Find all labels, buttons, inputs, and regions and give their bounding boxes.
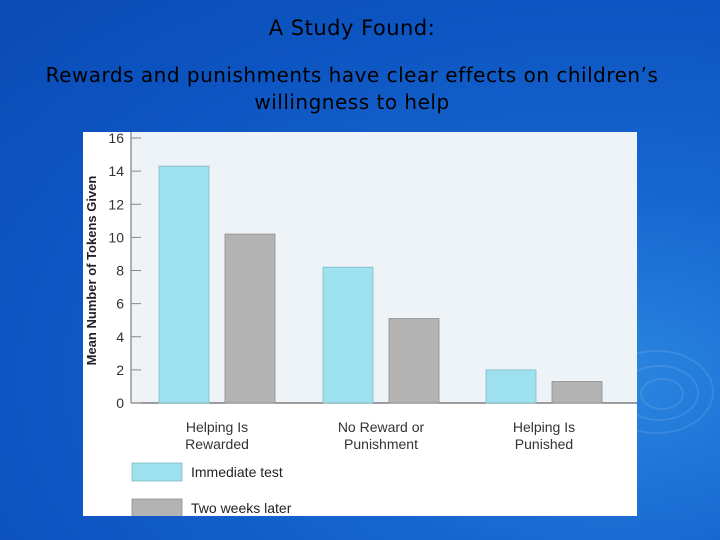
bar-immediate-test [322, 266, 374, 404]
bar-two-weeks-later [224, 233, 276, 404]
category-label: Punished [515, 436, 573, 452]
y-tick-label: 10 [108, 229, 124, 245]
bar-chart: 0 2 4 6 8 10 12 14 16 Mean Number of Tokens Given… [84, 132, 637, 516]
category-label: No Reward or [338, 419, 425, 435]
y-tick-label: 4 [116, 329, 124, 345]
bar-two-weeks-later [388, 318, 440, 404]
bar-two-weeks-later [551, 381, 603, 404]
y-tick-label: 12 [108, 196, 124, 212]
plot-area [131, 132, 637, 403]
ripple-decoration [640, 378, 684, 410]
y-tick-label: 14 [108, 163, 124, 179]
category-label: Helping Is [513, 419, 575, 435]
y-tick-label: 2 [116, 362, 124, 378]
y-tick-label: 8 [116, 263, 124, 279]
legend-swatch-two-weeks [131, 498, 183, 516]
legend-swatch-immediate [131, 462, 183, 482]
bar-immediate-test [485, 369, 537, 404]
y-tick-label: 6 [116, 296, 124, 312]
category-label: Helping Is [186, 419, 248, 435]
legend-label: Two weeks later [191, 500, 292, 516]
slide-subtitle: Rewards and punishments have clear effec… [45, 63, 659, 114]
y-tick-label: 16 [108, 132, 124, 146]
category-label: Punishment [344, 436, 418, 452]
slide-title: A Study Found: [268, 16, 436, 40]
bar-immediate-test [158, 165, 210, 404]
y-axis-title: Mean Number of Tokens Given [84, 176, 99, 366]
y-tick-label: 0 [116, 395, 124, 411]
legend-label: Immediate test [191, 464, 283, 480]
chart-panel: 0 2 4 6 8 10 12 14 16 Mean Number of Tokens Given… [83, 132, 637, 516]
category-label: Rewarded [185, 436, 249, 452]
